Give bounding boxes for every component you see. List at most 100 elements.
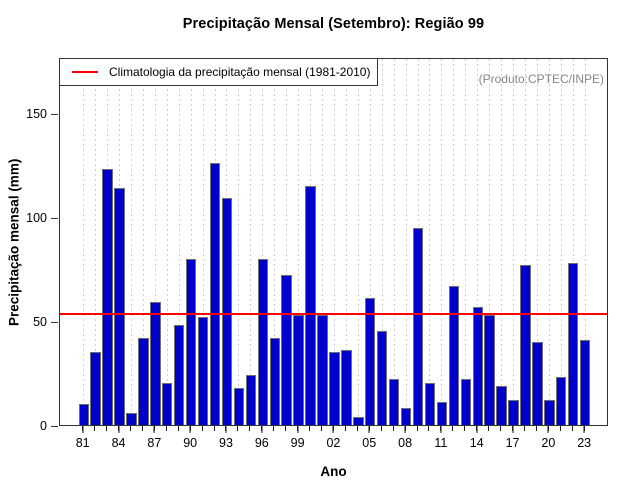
bar-1984 <box>114 187 125 425</box>
x-tick-2021 <box>559 426 561 431</box>
y-tick-label-50: 50 <box>33 314 47 329</box>
x-tick-2015 <box>488 426 490 431</box>
gridline-2011 <box>441 59 443 425</box>
bar-1997 <box>269 337 280 425</box>
x-tick-label-2011: 11 <box>434 436 448 450</box>
legend-line-sample <box>72 71 98 73</box>
bar-1986 <box>138 337 149 425</box>
x-tick-2018 <box>523 426 525 431</box>
bar-2001 <box>317 314 328 425</box>
x-tick-1985 <box>129 426 131 431</box>
x-tick-label-1993: 93 <box>219 436 233 450</box>
gridline-1996 <box>262 59 264 425</box>
bar-1993 <box>221 198 233 425</box>
y-tick-label-0: 0 <box>40 418 47 433</box>
bar-2000 <box>305 185 316 425</box>
bar-1987 <box>150 302 161 425</box>
gridline-1989 <box>178 59 180 425</box>
gridline-2013 <box>465 59 467 425</box>
x-tick-label-1996: 96 <box>254 436 269 450</box>
gridline-2016 <box>501 59 503 425</box>
gridline-1995 <box>250 59 252 425</box>
bar-2019 <box>532 341 543 425</box>
x-tick-1986 <box>141 426 143 431</box>
bar-2015 <box>484 314 495 425</box>
bar-2006 <box>377 331 388 425</box>
x-tick-label-2002: 02 <box>326 436 341 450</box>
x-tick-1981 <box>82 426 84 431</box>
bar-2010 <box>424 383 436 425</box>
gridline-2018 <box>524 59 526 425</box>
x-tick-2022 <box>571 426 573 431</box>
gridline-1998 <box>286 59 288 425</box>
bar-1999 <box>293 314 304 425</box>
x-tick-2014 <box>476 426 478 431</box>
bar-2009 <box>412 227 424 425</box>
x-tick-label-1987: 87 <box>147 436 162 450</box>
y-tick-50 <box>51 321 58 323</box>
gridline-2022 <box>572 59 574 425</box>
x-tick-2005 <box>368 426 370 431</box>
x-tick-1996 <box>261 426 263 431</box>
bar-1981 <box>78 404 89 425</box>
bar-1995 <box>245 375 257 425</box>
x-tick-label-2020: 20 <box>541 436 556 450</box>
gridline-1990 <box>190 59 192 425</box>
x-tick-2011 <box>440 426 442 431</box>
x-tick-1992 <box>213 426 215 431</box>
bar-2003 <box>341 350 352 425</box>
gridline-1986 <box>142 59 144 425</box>
x-tick-1990 <box>189 426 191 431</box>
x-tick-1999 <box>297 426 299 431</box>
bar-2004 <box>353 416 364 425</box>
gridline-2001 <box>322 59 323 425</box>
climatology-line <box>60 312 607 315</box>
bar-1994 <box>233 387 245 425</box>
x-tick-1995 <box>249 426 251 431</box>
bar-2005 <box>365 298 376 425</box>
x-tick-1991 <box>201 426 203 431</box>
bar-2008 <box>400 408 412 425</box>
bar-2014 <box>472 306 483 425</box>
x-tick-2002 <box>332 426 334 431</box>
bar-2011 <box>436 402 448 425</box>
bar-2023 <box>579 339 591 425</box>
x-tick-1989 <box>177 426 179 431</box>
bar-1983 <box>102 169 113 425</box>
x-tick-label-2023: 23 <box>577 436 592 450</box>
gridline-1982 <box>95 59 97 425</box>
gridline-1987 <box>154 59 156 425</box>
gridline-1999 <box>298 59 300 425</box>
x-tick-label-2008: 08 <box>398 436 413 450</box>
x-tick-2007 <box>392 426 394 431</box>
x-tick-2023 <box>583 426 585 431</box>
gridline-2017 <box>513 59 515 425</box>
x-tick-label-2005: 05 <box>362 436 377 450</box>
gridline-1997 <box>274 59 276 425</box>
x-tick-1997 <box>273 426 275 431</box>
y-tick-0 <box>51 425 58 427</box>
bar-1985 <box>126 412 137 425</box>
gridline-2021 <box>560 59 562 425</box>
x-tick-label-1999: 99 <box>290 436 305 450</box>
gridline-1988 <box>166 59 168 425</box>
x-tick-1993 <box>225 426 227 431</box>
gridline-1985 <box>130 59 132 425</box>
gridline-2008 <box>405 59 407 425</box>
x-tick-2006 <box>380 426 382 431</box>
x-tick-label-2017: 17 <box>505 436 520 450</box>
bar-2022 <box>568 262 579 425</box>
gridline-2004 <box>357 59 359 425</box>
x-tick-1984 <box>118 426 120 431</box>
x-tick-label-1984: 84 <box>111 436 126 450</box>
gridline-2006 <box>381 59 383 425</box>
bar-1998 <box>281 275 292 425</box>
gridline-2003 <box>345 59 347 425</box>
x-tick-1987 <box>153 426 155 431</box>
legend-label: Climatologia da precipitação mensal (198… <box>109 65 371 79</box>
bar-2017 <box>508 400 519 425</box>
gridline-1994 <box>238 59 240 425</box>
x-tick-2020 <box>547 426 549 431</box>
x-tick-1998 <box>285 426 287 431</box>
bar-2012 <box>448 285 460 425</box>
